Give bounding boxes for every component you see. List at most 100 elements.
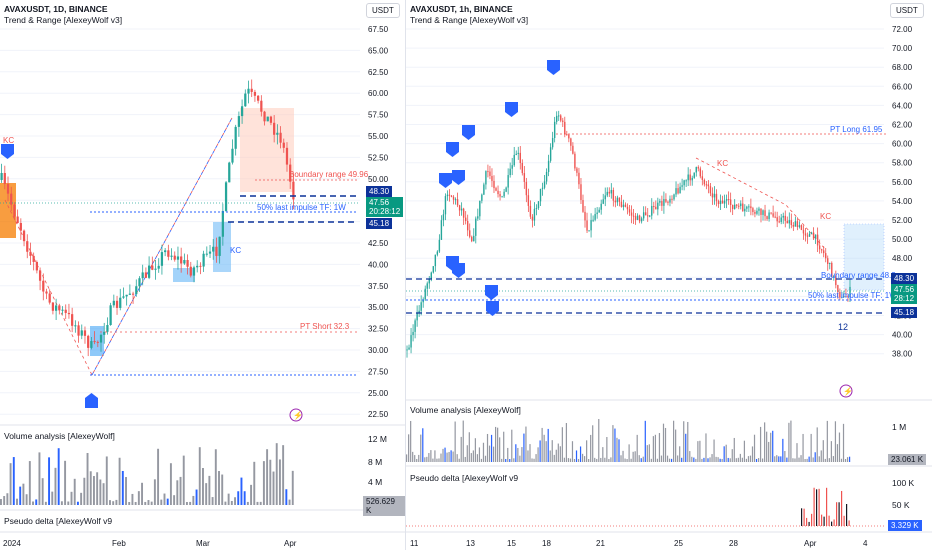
- right-candle-body: [414, 320, 416, 332]
- left-currency-button[interactable]: USDT: [366, 3, 400, 18]
- right-lightning-icon[interactable]: [839, 384, 853, 398]
- right-volume-bar: [438, 458, 440, 462]
- right-y-tick: 40.00: [892, 331, 913, 340]
- left-blue-zone-mid: [173, 268, 195, 282]
- right-delta-bar: [806, 517, 808, 526]
- left-flag-marker-low[interactable]: [85, 393, 98, 408]
- right-candle-body: [644, 212, 647, 216]
- right-volume-bar: [654, 434, 657, 462]
- left-candle-body: [237, 116, 241, 127]
- right-candle-body: [655, 206, 657, 210]
- right-volume-bar: [776, 455, 778, 462]
- right-volume-bar: [426, 456, 428, 462]
- left-candle-body: [131, 293, 135, 295]
- left-vol-tick-2: 4 M: [368, 477, 383, 487]
- right-candle-body: [612, 189, 615, 201]
- right-volume-bar: [689, 451, 691, 462]
- right-candle-body: [464, 217, 467, 221]
- left-candle-body: [103, 331, 106, 335]
- right-volume-bar: [624, 458, 626, 462]
- left-chart-pane[interactable]: AVAXUSDT, 1D, BINANCE Trend & Range [Ale…: [0, 0, 406, 550]
- right-volume-bar: [590, 434, 592, 462]
- left-flag-marker[interactable]: [1, 144, 14, 159]
- right-candle-body: [519, 152, 521, 164]
- right-delta-label[interactable]: Pseudo delta [AlexeyWolf v9: [410, 473, 519, 483]
- left-candle-body: [42, 280, 45, 292]
- left-volume-bar: [60, 501, 63, 505]
- left-volume-label[interactable]: Volume analysis [AlexeyWolf]: [4, 431, 115, 441]
- left-y-tick: 65.00: [368, 46, 389, 55]
- right-volume-bar: [446, 452, 448, 462]
- right-candle-body: [733, 204, 736, 209]
- right-candle-body: [566, 134, 568, 136]
- right-volume-bar: [729, 458, 731, 462]
- right-candle-body: [825, 253, 827, 259]
- left-candle-body: [106, 325, 109, 332]
- right-volume-bar: [412, 451, 414, 462]
- right-volume-bar: [634, 451, 636, 462]
- left-volume-bar: [70, 491, 73, 505]
- right-candle-body: [438, 239, 441, 252]
- right-candle-body: [489, 171, 491, 176]
- right-candle-body: [590, 220, 592, 231]
- right-candle-body: [731, 204, 734, 209]
- right-y-tick: 56.00: [892, 178, 913, 187]
- right-volume-bar: [693, 457, 695, 462]
- right-volume-bar: [824, 458, 826, 462]
- left-volume-bar: [176, 480, 179, 505]
- left-candle-body: [240, 106, 244, 117]
- right-volume-bar: [450, 450, 452, 462]
- right-candle-body: [746, 206, 748, 209]
- right-candle-body: [790, 220, 793, 226]
- right-candle-body: [713, 193, 716, 198]
- right-chart-pane[interactable]: AVAXUSDT, 1h, BINANCE Trend & Range [Ale…: [406, 0, 932, 550]
- left-candle-body: [141, 272, 144, 279]
- left-volume-bar: [250, 484, 253, 505]
- left-volume-bar: [198, 447, 201, 505]
- right-y-tick: 52.00: [892, 216, 913, 225]
- right-volume-bar: [705, 433, 707, 462]
- right-candle-body: [833, 275, 835, 278]
- right-price-chart[interactable]: 72.00 70.00 68.00 66.00 64.00 62.00 60.00 58.00…: [406, 0, 932, 550]
- right-currency-button[interactable]: USDT: [890, 3, 924, 18]
- right-volume-bar: [691, 456, 693, 462]
- left-candle-body: [13, 204, 16, 217]
- left-volume-bar: [22, 483, 25, 505]
- right-volume-bar: [642, 456, 644, 462]
- left-lightning-icon[interactable]: [289, 408, 303, 422]
- right-candle-body: [408, 347, 410, 350]
- right-candle-body: [667, 201, 669, 203]
- right-volume-bar: [549, 450, 551, 462]
- right-volume-bar: [772, 430, 774, 462]
- right-volume-bar: [527, 450, 529, 462]
- right-candle-body: [772, 213, 774, 217]
- right-volume-bar: [764, 422, 766, 462]
- right-volume-bar: [820, 450, 822, 462]
- right-candle-body: [798, 225, 801, 228]
- right-candle-body: [572, 145, 574, 154]
- right-candle-body: [624, 204, 627, 207]
- right-candle-body: [701, 176, 704, 180]
- left-impulse-text: 50% last impulse TF: 1W: [257, 203, 346, 212]
- left-candle-body: [186, 260, 189, 267]
- right-volume-bar: [434, 450, 436, 462]
- left-delta-label[interactable]: Pseudo delta [AlexeyWolf v9: [4, 516, 113, 526]
- left-tag-4830: 48.30: [366, 186, 393, 197]
- right-volume-bar: [480, 458, 483, 462]
- left-kc-mid-label: KC: [230, 246, 241, 255]
- right-candle-body: [711, 193, 714, 198]
- right-kc2-label: KC: [820, 212, 831, 221]
- right-candle-body: [479, 200, 481, 217]
- right-volume-bar: [675, 429, 677, 462]
- left-volume-bar: [285, 489, 288, 505]
- left-volume-bar: [105, 456, 108, 505]
- right-volume-label[interactable]: Volume analysis [AlexeyWolf]: [410, 405, 521, 415]
- right-volume-bar: [844, 459, 847, 462]
- right-volume-bar: [614, 428, 616, 462]
- right-candle-body: [736, 204, 738, 206]
- right-volume-bar: [701, 458, 703, 462]
- left-volume-bar: [92, 476, 95, 505]
- left-candle-body: [176, 256, 180, 260]
- left-price-chart[interactable]: 67.50 65.00 62.50 60.00 57.50 55.00 52.50 50.00…: [0, 0, 405, 550]
- left-candle-body: [122, 296, 125, 298]
